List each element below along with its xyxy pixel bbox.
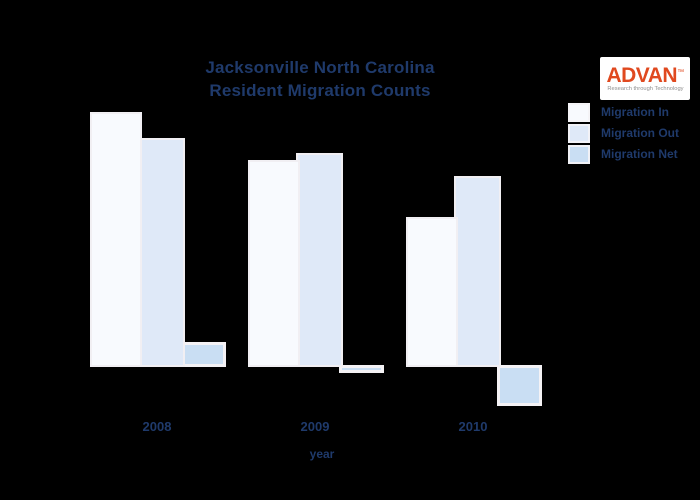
chart-title-line1: Jacksonville North Carolina	[205, 58, 435, 77]
legend-label: Migration Net	[601, 147, 678, 161]
trademark-mark: ™	[677, 69, 684, 76]
advan-logo-text: ADVAN™	[606, 64, 684, 87]
bar-migration-net-2009	[339, 365, 384, 373]
legend-label: Migration Out	[601, 126, 679, 140]
legend-item-migration-out: Migration Out	[568, 123, 679, 143]
legend-label: Migration In	[601, 105, 669, 119]
x-axis-title: year	[309, 447, 335, 461]
legend-swatch-icon	[568, 123, 590, 143]
bar-migration-out-2009	[296, 152, 343, 367]
bar-migration-in-2009	[248, 160, 300, 367]
advan-logo: ADVAN™ Research through Technology	[600, 57, 690, 100]
advan-logo-tagline: Research through Technology	[606, 86, 684, 92]
bar-migration-out-2010	[454, 175, 501, 367]
bar-migration-in-2010	[406, 216, 458, 367]
bar-migration-net-2008	[181, 341, 226, 367]
chart-legend: Migration In Migration Out Migration Net	[568, 102, 679, 165]
chart-title: Jacksonville North Carolina Resident Mig…	[0, 56, 640, 102]
legend-swatch-icon	[568, 144, 590, 164]
legend-item-migration-in: Migration In	[568, 102, 679, 122]
x-tick-2009: 2009	[300, 419, 330, 434]
legend-item-migration-net: Migration Net	[568, 144, 679, 164]
x-tick-2010: 2010	[458, 419, 488, 434]
bar-migration-out-2008	[138, 137, 185, 367]
bar-migration-in-2008	[90, 112, 142, 367]
bar-migration-net-2010	[497, 365, 542, 406]
legend-swatch-icon	[568, 102, 590, 122]
chart-title-line2: Resident Migration Counts	[209, 81, 431, 100]
x-tick-2008: 2008	[142, 419, 172, 434]
